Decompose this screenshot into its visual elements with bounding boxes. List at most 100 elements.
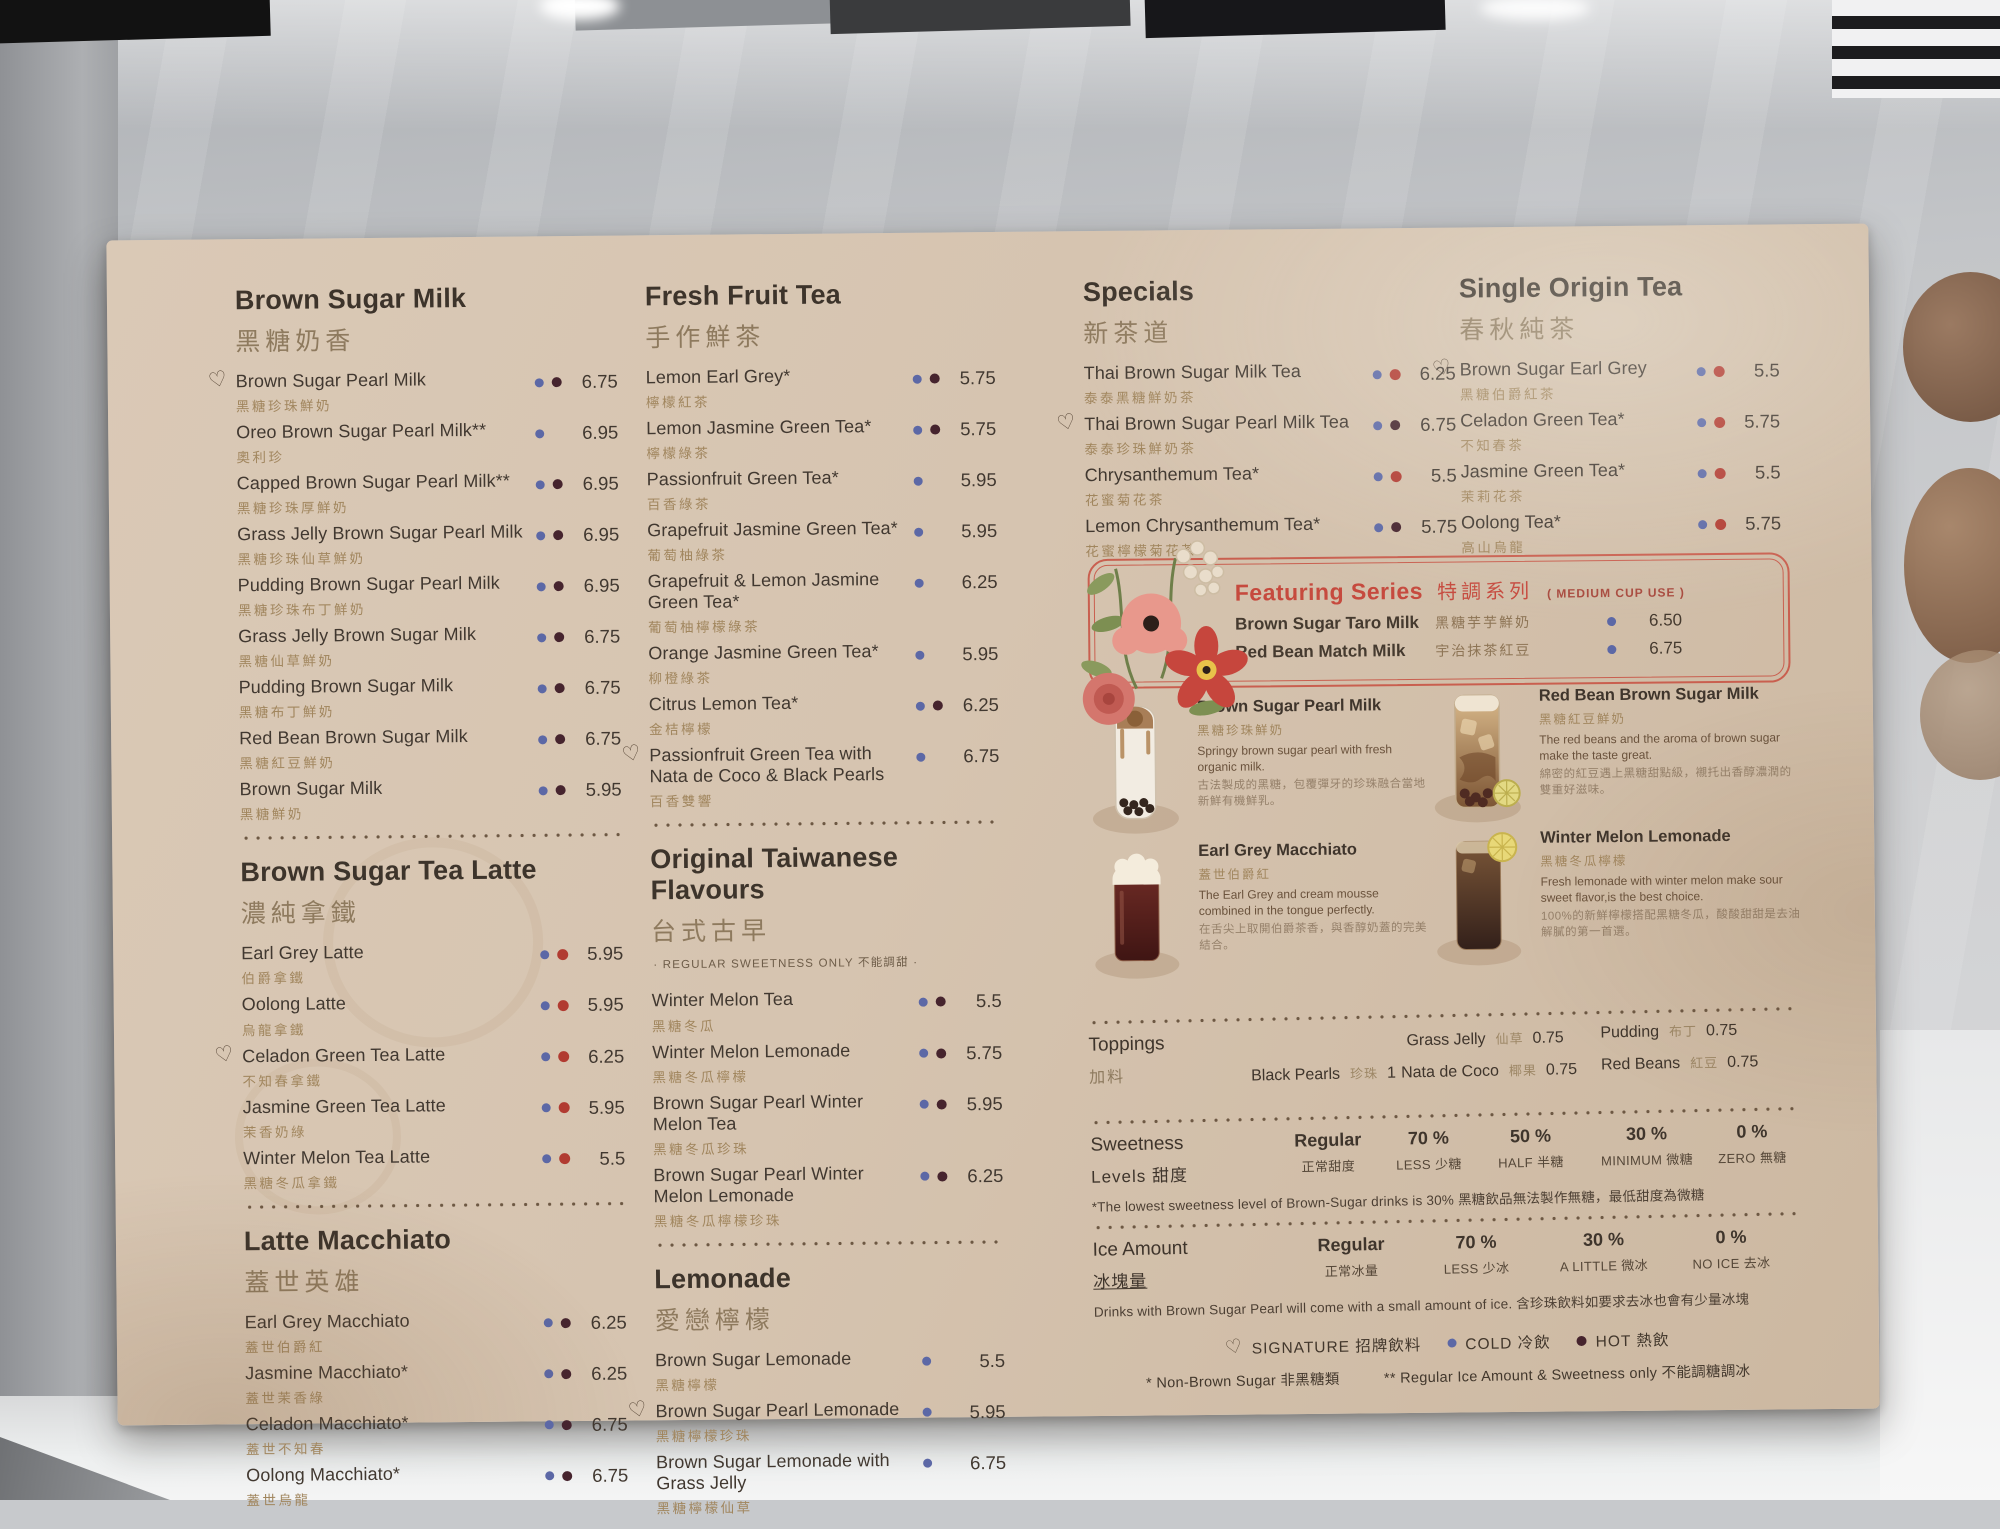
hot-dot-icon <box>555 683 565 693</box>
menu-item-name-zh: 黑糖冬瓜檸檬 <box>652 1063 914 1086</box>
menu-item-price-group: 6.95 <box>531 473 619 496</box>
hot-dot-icon <box>1714 417 1725 428</box>
hot-dot-icon <box>936 1048 946 1058</box>
cold-dot-slot <box>540 1420 558 1429</box>
cold-dot-slot <box>915 1100 933 1109</box>
menu-item-name-zh: 花蜜菊花茶 <box>1085 487 1369 510</box>
menu-item-text: Lemon Earl Grey*檸檬紅茶 <box>646 365 908 412</box>
ice-option-top: 0 % <box>1668 1226 1793 1250</box>
cold-dot-icon <box>540 1001 549 1010</box>
menu-item-price: 5.95 <box>572 994 624 1016</box>
cold-dot-icon <box>542 1154 551 1163</box>
sweetness-label-zh: Levels 甜度 <box>1091 1159 1275 1188</box>
menu-item-name-zh: 葡萄柚綠茶 <box>647 542 909 565</box>
cold-dot-icon <box>543 1318 552 1327</box>
menu-item-price-group: 6.75 <box>918 1452 1006 1475</box>
menu-item-name-zh: 黑糖珍珠鮮奶 <box>236 392 530 415</box>
sweetness-option: Regular 正常甜度 <box>1274 1129 1383 1176</box>
menu-item-text: Orange Jasmine Green Tea*柳橙綠茶 <box>648 641 910 688</box>
menu-item-price: 5.95 <box>954 1401 1006 1423</box>
menu-item-name-zh: 黑糖冬瓜 <box>652 1012 914 1035</box>
cold-dot-icon <box>915 701 924 710</box>
red-bean-drink-icon <box>1431 687 1524 826</box>
menu-item-name: Brown Sugar Earl Grey <box>1460 357 1692 380</box>
menu-item-name-zh: 黑糖冬瓜檸檬珍珠 <box>654 1208 916 1231</box>
section-subtitle: 濃純拿鐵 <box>241 891 623 931</box>
sweetness-option-top: 50 % <box>1475 1125 1586 1148</box>
wall-slats <box>1832 0 2000 98</box>
section-subtitle: 蓋世英雄 <box>244 1259 626 1299</box>
menu-item-price-group: 6.95 <box>530 422 618 445</box>
cold-dot-slot <box>532 633 550 642</box>
section-title: Fresh Fruit Tea <box>645 278 995 312</box>
cold-dot-icon <box>544 1420 553 1429</box>
menu-item-price-group: 5.95 <box>534 779 622 802</box>
featured-product-name-zh: 黑糖冬瓜檸檬 <box>1540 848 1800 869</box>
menu-item-name-zh: 茉香奶綠 <box>243 1118 537 1141</box>
cold-dot-icon <box>541 1052 550 1061</box>
hot-dot-slot <box>550 581 568 591</box>
cold-dot-icon <box>1373 421 1382 430</box>
menu-item-price-group: 5.95 <box>910 643 998 666</box>
ice-option-bottom: NO ICE 去冰 <box>1669 1252 1794 1274</box>
featuring-item: Red Bean Match Milk 宇治抹茶紅豆 6.75 <box>1235 638 1765 663</box>
featuring-item-name-zh: 宇治抹茶紅豆 <box>1435 639 1590 660</box>
topping-name: Red Beans <box>1601 1055 1680 1074</box>
cold-dot-icon <box>914 578 923 587</box>
dotted-divider <box>244 1201 626 1209</box>
menu-item-price: 6.25 <box>575 1311 627 1333</box>
wall-slat <box>1832 76 2000 89</box>
cold-dot-slot <box>1368 421 1386 430</box>
ice-option-top: Regular <box>1288 1233 1413 1257</box>
cold-dot-slot <box>1368 370 1386 379</box>
cold-dot-slot <box>914 998 932 1007</box>
dotted-divider <box>240 833 622 841</box>
cold-dot-slot <box>533 684 551 693</box>
cold-dot-slot <box>1369 472 1387 481</box>
menu-item-price-group: 5.95 <box>535 943 623 966</box>
menu-item-name-zh: 黑糖檸檬仙草 <box>656 1495 918 1518</box>
ice-label: Ice Amount 冰塊量 <box>1092 1236 1289 1293</box>
cold-dot-icon <box>912 374 921 383</box>
sweetness-option: 0 % ZERO 無糖 <box>1707 1121 1797 1168</box>
featured-product-name-zh: 黑糖紅豆鮮奶 <box>1539 706 1799 727</box>
hot-dot-slot <box>557 1318 575 1328</box>
menu-item-name-zh: 黑糖仙草鮮奶 <box>238 648 532 671</box>
cold-dot-slot <box>1590 617 1632 626</box>
menu-item-text: Oreo Brown Sugar Pearl Milk**奧利珍 <box>236 419 530 466</box>
menu-item-price: 5.95 <box>945 520 997 542</box>
hot-dot-slot <box>555 1153 573 1164</box>
menu-item-price: 6.75 <box>566 371 618 393</box>
menu-item-name: Chrysanthemum Tea* <box>1085 462 1369 486</box>
menu-item-name: Brown Sugar Pearl Lemonade <box>656 1399 918 1423</box>
menu-item-name: Jasmine Green Tea Latte <box>243 1094 537 1118</box>
section-subtitle: 手作鮮茶 <box>645 315 995 354</box>
menu-item-name-zh: 百香雙響 <box>650 788 912 811</box>
hot-dot-slot <box>1386 420 1404 430</box>
menu-item-price: 5.5 <box>1405 465 1457 487</box>
menu-item-price: 6.95 <box>567 473 619 495</box>
menu-item-name-zh: 黑糖布丁鮮奶 <box>239 699 533 722</box>
hot-dot-icon <box>937 1171 947 1181</box>
cold-dot-slot <box>530 429 548 438</box>
